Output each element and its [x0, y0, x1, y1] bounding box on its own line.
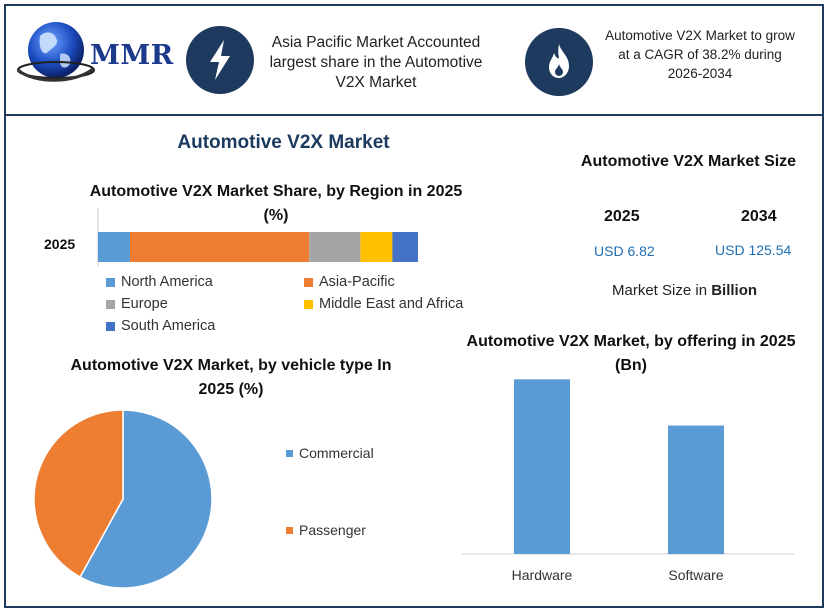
offering-bar-chart: Hardware Software — [462, 379, 794, 583]
offering-tick-label-software: Software — [668, 567, 723, 583]
infographic-frame: MMR Asia Pacific Market Accounted larges… — [4, 4, 824, 608]
region-legend-middle-east-and-africa: Middle East and Africa — [304, 296, 463, 312]
legend-swatch — [304, 299, 313, 309]
pie-slice-passenger — [33, 409, 124, 579]
market-size-title: Automotive V2X Market Size — [580, 153, 797, 170]
flame-icon — [525, 28, 593, 96]
legend-swatch — [106, 277, 115, 287]
market-size-year-start: 2025 — [604, 208, 640, 225]
legend-swatch — [106, 321, 115, 331]
vehicle-pie-chart — [33, 409, 213, 589]
legend-swatch — [304, 277, 313, 287]
offering-tick-label-hardware: Hardware — [512, 567, 573, 583]
region-legend-asia-pacific: Asia-Pacific — [304, 274, 395, 290]
brand-name: MMR — [90, 40, 174, 71]
region-chart-title: Automotive V2X Market Share, by Region i… — [89, 183, 463, 224]
vehicle-legend-passenger: Passenger — [286, 522, 366, 538]
market-size-unit: Billion — [711, 282, 758, 299]
offering-chart-title: Automotive V2X Market, by offering in 20… — [466, 333, 796, 374]
region-chart-category-label: 2025 — [44, 236, 76, 252]
legend-swatch — [106, 299, 115, 309]
vehicle-legend-commercial: Commercial — [286, 445, 374, 461]
legend-swatch — [286, 526, 293, 534]
vehicle-chart-title: Automotive V2X Market, by vehicle type I… — [70, 357, 392, 398]
market-size-unit-prefix: Market Size in — [612, 282, 708, 299]
region-legend-europe: Europe — [106, 296, 168, 312]
region-bar-segment-asia-pacific — [130, 232, 310, 262]
lightning-bolt-icon — [186, 26, 254, 94]
offering-bar-hardware — [514, 379, 570, 554]
legend-label: North America — [121, 274, 213, 290]
header-info-cagr: Automotive V2X Market to grow at a CAGR … — [605, 28, 795, 81]
region-legend-south-america: South America — [106, 318, 215, 334]
globe-icon — [17, 22, 95, 82]
legend-label: Europe — [121, 296, 168, 312]
region-legend-north-america: North America — [106, 274, 213, 290]
market-size-year-end: 2034 — [741, 208, 777, 225]
region-bar-segment-middle-east-and-africa — [360, 232, 393, 262]
region-bar-segment-north-america — [98, 232, 130, 262]
legend-label: Middle East and Africa — [319, 296, 464, 312]
pie-slice-commercial — [79, 409, 213, 589]
header-info-region: Asia Pacific Market Accounted largest sh… — [269, 34, 483, 91]
legend-label: Asia-Pacific — [319, 274, 395, 290]
legend-label: Commercial — [299, 445, 374, 461]
region-bar-segment-south-america — [392, 232, 418, 262]
legend-swatch — [286, 449, 293, 457]
market-size-value-end: USD 125.54 — [715, 242, 792, 258]
region-bar-segment-europe — [309, 232, 361, 262]
header-divider — [6, 114, 822, 116]
legend-label: South America — [121, 318, 216, 334]
market-size-unit-note: Market Size in Billion — [612, 282, 757, 299]
market-size-value-start: USD 6.82 — [594, 243, 655, 259]
offering-bar-software — [668, 425, 724, 554]
legend-label: Passenger — [299, 522, 366, 538]
region-stacked-bar-chart — [97, 208, 418, 266]
mmr-logo — [16, 14, 176, 84]
page-title: Automotive V2X Market — [177, 132, 390, 153]
